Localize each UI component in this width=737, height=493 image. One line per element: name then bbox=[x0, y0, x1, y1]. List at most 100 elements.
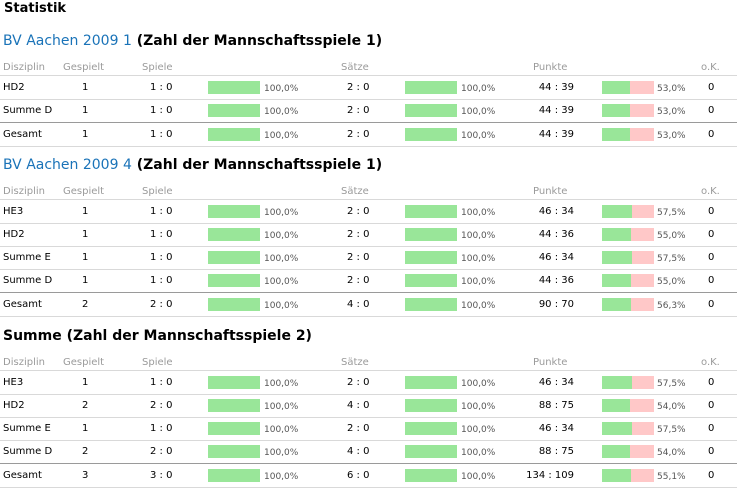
punkte-ratio-fill bbox=[602, 81, 630, 94]
saetze-percent: 100,0% bbox=[461, 301, 496, 311]
punkte-cell: 46 : 34 bbox=[538, 423, 574, 434]
punkte-percent: 55,0% bbox=[657, 277, 686, 287]
team-link[interactable]: BV Aachen 2009 1 bbox=[3, 33, 132, 49]
punkte-cell: 44 : 36 bbox=[538, 275, 574, 286]
punkte-percent: 57,5% bbox=[657, 208, 686, 218]
spiele-ratio-bar bbox=[208, 274, 260, 287]
header-punkte: Punkte bbox=[533, 357, 568, 368]
spiele-percent: 100,0% bbox=[264, 107, 299, 117]
saetze-percent: 100,0% bbox=[461, 84, 496, 94]
saetze-cell: 2 : 0 bbox=[347, 206, 370, 217]
table-row: HD2 1 1 : 0 2 : 0 44 : 39 0 100,0% 100,0% 53,0% bbox=[0, 76, 737, 100]
ok-cell: 0 bbox=[708, 229, 715, 240]
punkte-ratio-bar bbox=[602, 81, 654, 94]
spiele-ratio-bar bbox=[208, 422, 260, 435]
saetze-ratio-fill bbox=[405, 469, 457, 482]
spiele-cell: 1 : 0 bbox=[150, 423, 173, 434]
saetze-ratio-fill bbox=[405, 445, 457, 458]
punkte-ratio-bar bbox=[602, 228, 654, 241]
spiele-ratio-fill bbox=[208, 445, 260, 458]
saetze-percent: 100,0% bbox=[461, 402, 496, 412]
spiele-ratio-bar bbox=[208, 128, 260, 141]
saetze-ratio-fill bbox=[405, 81, 457, 94]
saetze-percent: 100,0% bbox=[461, 277, 496, 287]
saetze-ratio-fill bbox=[405, 228, 457, 241]
saetze-ratio-bar bbox=[405, 376, 457, 389]
punkte-ratio-bar bbox=[602, 445, 654, 458]
table-row: Summe D 2 2 : 0 4 : 0 88 : 75 0 100,0% 100,0% 54… bbox=[0, 440, 737, 464]
saetze-percent: 100,0% bbox=[461, 448, 496, 458]
saetze-percent: 100,0% bbox=[461, 254, 496, 264]
spiele-ratio-fill bbox=[208, 274, 260, 287]
spiele-ratio-bar bbox=[208, 399, 260, 412]
ok-cell: 0 bbox=[708, 129, 715, 140]
saetze-percent: 100,0% bbox=[461, 208, 496, 218]
ok-cell: 0 bbox=[708, 105, 715, 116]
punkte-ratio-fill bbox=[602, 445, 631, 458]
saetze-ratio-bar bbox=[405, 469, 457, 482]
saetze-ratio-bar bbox=[405, 298, 457, 311]
spiele-ratio-bar bbox=[208, 445, 260, 458]
punkte-ratio-fill bbox=[602, 205, 632, 218]
ok-cell: 0 bbox=[708, 446, 715, 457]
punkte-percent: 55,1% bbox=[657, 472, 686, 482]
table-row: Gesamt 1 1 : 0 2 : 0 44 : 39 0 100,0% 100,0% 53,… bbox=[0, 122, 737, 147]
spiele-cell: 1 : 0 bbox=[150, 105, 173, 116]
punkte-ratio-bar bbox=[602, 205, 654, 218]
punkte-ratio-fill bbox=[602, 422, 632, 435]
spiele-ratio-fill bbox=[208, 228, 260, 241]
spiele-percent: 100,0% bbox=[264, 254, 299, 264]
saetze-ratio-bar bbox=[405, 251, 457, 264]
punkte-ratio-fill bbox=[602, 251, 632, 264]
saetze-percent: 100,0% bbox=[461, 425, 496, 435]
punkte-cell: 44 : 39 bbox=[538, 105, 574, 116]
spiele-cell: 2 : 0 bbox=[150, 446, 173, 457]
punkte-percent: 54,0% bbox=[657, 402, 686, 412]
punkte-percent: 57,5% bbox=[657, 425, 686, 435]
spiele-cell: 1 : 0 bbox=[150, 275, 173, 286]
table-row: Summe E 1 1 : 0 2 : 0 46 : 34 0 100,0% 100,0% 57… bbox=[0, 417, 737, 441]
spiele-ratio-fill bbox=[208, 104, 260, 117]
spiele-ratio-fill bbox=[208, 422, 260, 435]
section-title: Summe (Zahl der Mannschaftsspiele 2) bbox=[3, 326, 312, 346]
saetze-cell: 6 : 0 bbox=[347, 470, 370, 481]
table-row: Gesamt 2 2 : 0 4 : 0 90 : 70 0 100,0% 100,0% 56,… bbox=[0, 292, 737, 317]
spiele-cell: 1 : 0 bbox=[150, 129, 173, 140]
spiele-percent: 100,0% bbox=[264, 425, 299, 435]
header-disziplin: Disziplin bbox=[3, 186, 45, 197]
saetze-percent: 100,0% bbox=[461, 131, 496, 141]
spiele-ratio-bar bbox=[208, 469, 260, 482]
gespielt-cell: 2 bbox=[82, 400, 89, 411]
disziplin-cell: Gesamt bbox=[3, 470, 42, 481]
saetze-cell: 4 : 0 bbox=[347, 400, 370, 411]
disziplin-cell: HD2 bbox=[3, 229, 25, 240]
spiele-ratio-fill bbox=[208, 251, 260, 264]
spiele-ratio-fill bbox=[208, 81, 260, 94]
disziplin-cell: HD2 bbox=[3, 400, 25, 411]
header-spiele: Spiele bbox=[142, 186, 173, 197]
saetze-ratio-fill bbox=[405, 422, 457, 435]
punkte-ratio-bar bbox=[602, 298, 654, 311]
punkte-ratio-fill bbox=[602, 399, 631, 412]
spiele-percent: 100,0% bbox=[264, 379, 299, 389]
spiele-cell: 1 : 0 bbox=[150, 229, 173, 240]
disziplin-cell: Summe D bbox=[3, 105, 53, 116]
punkte-ratio-fill bbox=[602, 469, 631, 482]
team-link[interactable]: BV Aachen 2009 4 bbox=[3, 157, 132, 173]
disziplin-cell: Summe E bbox=[3, 252, 51, 263]
section-title: BV Aachen 2009 4 (Zahl der Mannschaftssp… bbox=[3, 155, 382, 175]
spiele-percent: 100,0% bbox=[264, 131, 299, 141]
spiele-ratio-bar bbox=[208, 205, 260, 218]
punkte-ratio-fill bbox=[602, 104, 630, 117]
header-saetze: Sätze bbox=[341, 186, 369, 197]
punkte-ratio-fill bbox=[602, 376, 632, 389]
saetze-ratio-bar bbox=[405, 445, 457, 458]
saetze-percent: 100,0% bbox=[461, 379, 496, 389]
punkte-percent: 53,0% bbox=[657, 131, 686, 141]
saetze-ratio-fill bbox=[405, 298, 457, 311]
saetze-ratio-bar bbox=[405, 104, 457, 117]
header-disziplin: Disziplin bbox=[3, 62, 45, 73]
spiele-cell: 1 : 0 bbox=[150, 82, 173, 93]
saetze-cell: 2 : 0 bbox=[347, 229, 370, 240]
disziplin-cell: Gesamt bbox=[3, 129, 42, 140]
